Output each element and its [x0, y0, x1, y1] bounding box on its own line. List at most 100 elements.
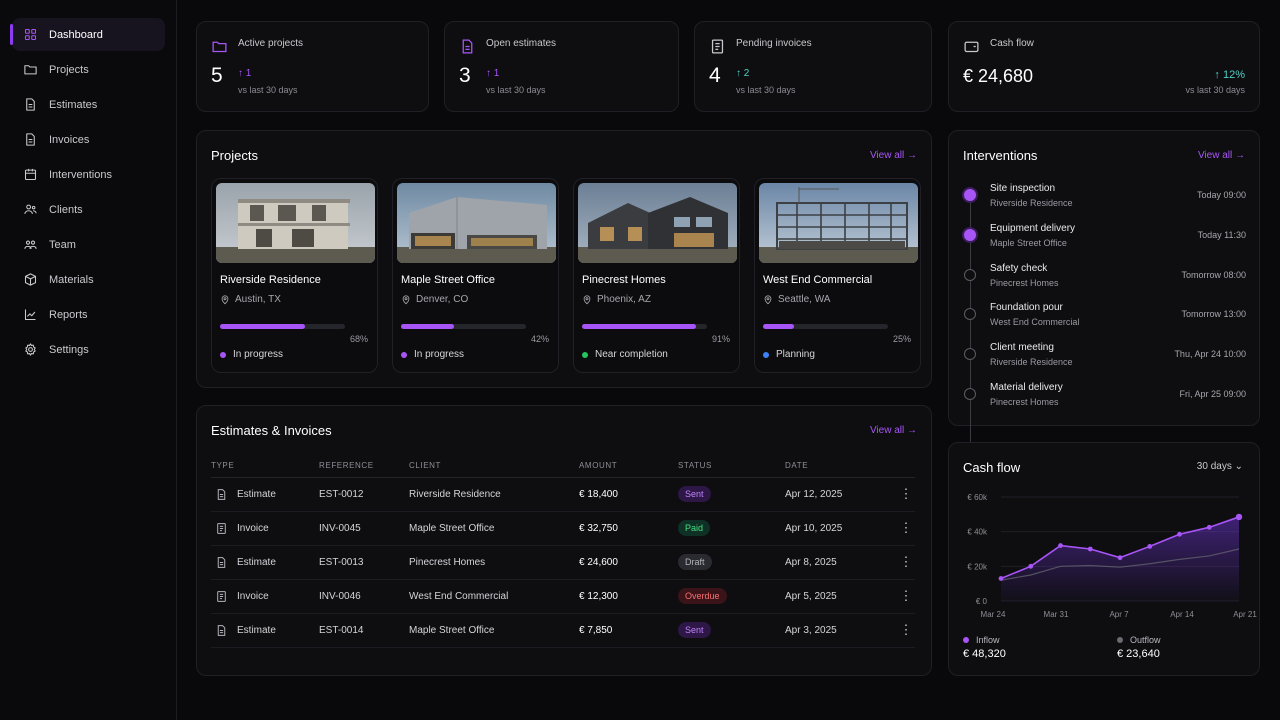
- row-menu-button[interactable]: ⋮: [897, 613, 915, 648]
- kpi-open-estimates[interactable]: Open estimates 3 ↑ 1 vs last 30 days: [444, 21, 679, 112]
- intervention-item[interactable]: Safety check Pinecrest Homes Tomorrow 08:0…: [963, 263, 1246, 301]
- progress-fill: [401, 324, 454, 329]
- folder-icon: [22, 62, 38, 78]
- status-badge: Sent: [678, 622, 711, 638]
- location-pin-icon: [583, 294, 591, 304]
- gear-icon: [22, 342, 38, 358]
- intervention-item[interactable]: Foundation pour West End Commercial Tomorr…: [963, 302, 1246, 340]
- table-row[interactable]: Estimate EST-0013 Pinecrest Homes € 24,600 D…: [211, 545, 915, 580]
- intervention-item[interactable]: Material delivery Pinecrest Homes Fri, Apr…: [963, 382, 1246, 420]
- amount-cell: € 24,600: [579, 545, 678, 580]
- intervention-item[interactable]: Equipment delivery Maple Street Office Tod…: [963, 223, 1246, 261]
- timeline-dot: [964, 228, 976, 241]
- sidebar-item-label: Team: [49, 238, 76, 251]
- projects-view-all-link[interactable]: View all →: [869, 150, 917, 161]
- inflow-point[interactable]: [1177, 531, 1182, 537]
- project-location: Austin, TX: [220, 294, 281, 305]
- project-status: Planning: [763, 349, 815, 360]
- kpi-active-projects[interactable]: Active projects 5 ↑ 1 vs last 30 days: [196, 21, 429, 112]
- inflow-point[interactable]: [998, 576, 1004, 581]
- project-location: Denver, CO: [401, 294, 468, 305]
- status-dot: [582, 351, 588, 358]
- intervention-time: Today 09:00: [1196, 190, 1246, 200]
- client-cell: Pinecrest Homes: [409, 545, 579, 580]
- inflow-point[interactable]: [1058, 543, 1063, 548]
- table-row[interactable]: Invoice INV-0045 Maple Street Office € 32,7…: [211, 511, 915, 546]
- inflow-point[interactable]: [1117, 555, 1123, 561]
- intervention-time: Fri, Apr 25 09:00: [1179, 389, 1246, 399]
- status-badge: Sent: [678, 486, 711, 502]
- sidebar-item-settings[interactable]: Settings: [12, 333, 165, 366]
- sidebar-item-reports[interactable]: Reports: [12, 298, 165, 331]
- kpi-label: Cash flow: [990, 38, 1034, 49]
- users-icon: [22, 202, 38, 218]
- y-tick-label: € 20k: [967, 562, 988, 571]
- row-menu-button[interactable]: ⋮: [897, 511, 915, 546]
- column-header: TYPE: [211, 455, 319, 478]
- legend-inflow: Inflow: [963, 635, 1000, 645]
- intervention-project: Pinecrest Homes: [990, 397, 1059, 407]
- chevron-down-icon: ⌄: [1234, 461, 1243, 472]
- status-dot: [220, 351, 226, 358]
- kpi-sub: vs last 30 days: [238, 85, 298, 95]
- project-card[interactable]: Maple Street Office Denver, CO 42% In progr…: [392, 178, 559, 373]
- range-select[interactable]: 30 days ⌄: [1196, 461, 1243, 472]
- row-menu-button[interactable]: ⋮: [897, 545, 915, 580]
- x-tick-label: Apr 14: [1170, 610, 1194, 619]
- inflow-value: € 48,320: [963, 648, 1006, 660]
- more-vertical-icon[interactable]: ⋮: [899, 486, 913, 501]
- date-cell: Apr 12, 2025: [785, 477, 897, 512]
- progress-fill: [220, 324, 305, 329]
- project-photo: [216, 183, 375, 263]
- column-header: DATE: [785, 455, 897, 478]
- project-card[interactable]: Pinecrest Homes Phoenix, AZ 91% Near comple…: [573, 178, 740, 373]
- more-vertical-icon[interactable]: ⋮: [899, 588, 913, 603]
- project-card[interactable]: West End Commercial Seattle, WA 25% Plannin…: [754, 178, 921, 373]
- intervention-item[interactable]: Client meeting Riverside Residence Thu, Ap…: [963, 342, 1246, 380]
- inflow-point[interactable]: [1235, 513, 1243, 521]
- intervention-item[interactable]: Site inspection Riverside Residence Today …: [963, 183, 1246, 221]
- kpi-delta: ↑ 1: [486, 68, 500, 79]
- inflow-point[interactable]: [1028, 563, 1034, 569]
- estimates-view-all-link[interactable]: View all →: [869, 425, 917, 436]
- sidebar-item-projects[interactable]: Projects: [12, 53, 165, 86]
- sidebar-item-invoices[interactable]: Invoices: [12, 123, 165, 156]
- section-title: Estimates & Invoices: [211, 423, 332, 438]
- kpi-label: Active projects: [238, 38, 304, 49]
- more-vertical-icon[interactable]: ⋮: [899, 520, 913, 535]
- sidebar-item-materials[interactable]: Materials: [12, 263, 165, 296]
- inflow-point[interactable]: [1206, 524, 1212, 530]
- table-row[interactable]: Estimate EST-0014 Maple Street Office € 7,8…: [211, 613, 915, 648]
- kpi-value: 4: [709, 64, 721, 87]
- sidebar-item-clients[interactable]: Clients: [12, 193, 165, 226]
- table-row[interactable]: Invoice INV-0046 West End Commercial € 12,3…: [211, 579, 915, 614]
- more-vertical-icon[interactable]: ⋮: [899, 622, 913, 637]
- more-vertical-icon[interactable]: ⋮: [899, 554, 913, 569]
- invoice-icon: [711, 39, 724, 54]
- date-cell: Apr 8, 2025: [785, 545, 897, 580]
- y-tick-label: € 40k: [967, 528, 988, 537]
- kpi-cash-flow[interactable]: Cash flow € 24,680 ↑ 12% vs last 30 days: [948, 21, 1260, 112]
- kpi-sub: vs last 30 days: [1185, 85, 1245, 95]
- kpi-value: 3: [459, 64, 471, 87]
- table-row[interactable]: Estimate EST-0012 Riverside Residence € 18,…: [211, 477, 915, 512]
- inflow-point[interactable]: [1087, 546, 1093, 552]
- sidebar-item-team[interactable]: Team: [12, 228, 165, 261]
- sidebar-item-estimates[interactable]: Estimates: [12, 88, 165, 121]
- progress-fill: [763, 324, 795, 329]
- project-name: Maple Street Office: [401, 274, 495, 286]
- interventions-view-all-link[interactable]: View all →: [1197, 150, 1245, 161]
- row-menu-button[interactable]: ⋮: [897, 477, 915, 512]
- inflow-point[interactable]: [1147, 544, 1153, 549]
- row-menu-button[interactable]: ⋮: [897, 579, 915, 614]
- project-card[interactable]: Riverside Residence Austin, TX 68% In progr…: [211, 178, 378, 373]
- cashflow-chart-card: Cash flow 30 days ⌄ € 0 € 20k € 40k € 60k Ma…: [948, 442, 1260, 676]
- sidebar-item-dashboard[interactable]: Dashboard: [10, 18, 165, 51]
- sidebar-item-interventions[interactable]: Interventions: [12, 158, 165, 191]
- progress-percent: 25%: [892, 334, 911, 344]
- kpi-pending-invoices[interactable]: Pending invoices 4 ↑ 2 vs last 30 days: [694, 21, 932, 112]
- progress-fill: [582, 324, 696, 329]
- kpi-delta: ↑ 1: [238, 68, 252, 79]
- sidebar-item-label: Settings: [49, 343, 89, 356]
- kpi-sub: vs last 30 days: [736, 85, 796, 95]
